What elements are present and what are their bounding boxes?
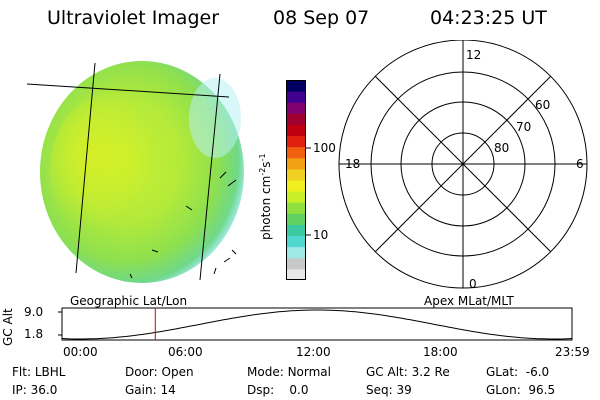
polar-label-6: 6 (576, 157, 584, 171)
colorbar-segment (286, 224, 306, 237)
polar-ring-label-70: 70 (516, 120, 531, 134)
colorbar-tick-10: 10 (313, 228, 329, 242)
status-seq: Seq: 39 (366, 383, 412, 397)
gc-plot-ymin: 1.8 (24, 327, 44, 341)
apex-label: Apex MLat/MLT (424, 294, 514, 308)
colorbar-segment (286, 180, 306, 192)
status-flt: Flt: LBHL (12, 365, 66, 379)
colorbar-segment (286, 113, 306, 125)
colorbar-segment (286, 235, 306, 248)
time-label: 04:23:25 UT (430, 7, 547, 29)
gc-plot-frame (61, 307, 573, 341)
colorbar-segment (286, 213, 306, 225)
colorbar (286, 80, 306, 281)
gc-plot-ymax: 9.0 (24, 305, 44, 319)
colorbar-segment (286, 135, 306, 148)
colorbar-segment (286, 202, 306, 214)
geographic-label: Geographic Lat/Lon (70, 294, 188, 308)
status-door: Door: Open (125, 365, 194, 379)
status-gain: Gain: 14 (125, 383, 176, 397)
gc-alt-plot (58, 307, 573, 341)
status-glon: GLon: 96.5 (486, 383, 556, 397)
gc-time-4: 23:59 (555, 345, 590, 359)
gc-alt-curve (61, 309, 573, 340)
polar-label-0: 0 (469, 277, 477, 291)
colorbar-segment (286, 102, 306, 114)
status-dsp: Dsp: 0.0 (247, 383, 309, 397)
status-mode: Mode: Normal (247, 365, 331, 379)
gc-time-0: 00:00 (63, 345, 98, 359)
gc-time-1: 06:00 (168, 345, 203, 359)
polar-plot: 12 0 18 6 60 70 80 (338, 40, 588, 291)
geo-grid-lines (26, 62, 237, 281)
polar-label-12: 12 (466, 48, 481, 62)
gc-time-3: 18:00 (423, 345, 458, 359)
colorbar-segment (286, 146, 306, 159)
colorbar-tick-100: 100 (313, 141, 336, 155)
polar-ring-label-80: 80 (494, 141, 509, 155)
colorbar-segment (286, 246, 306, 259)
status-glat: GLat: -6.0 (486, 365, 550, 379)
colorbar-segment (286, 168, 306, 181)
gc-time-2: 12:00 (296, 345, 331, 359)
date-label: 08 Sep 07 (273, 7, 370, 29)
instrument-title: Ultraviolet Imager (47, 7, 220, 29)
colorbar-segment (286, 80, 306, 92)
colorbar-segment (286, 124, 306, 137)
colorbar-segment (286, 257, 306, 270)
colorbar-segment (286, 268, 306, 281)
colorbar-segment (286, 157, 306, 170)
polar-ring-label-60: 60 (535, 98, 550, 112)
status-ip: IP: 36.0 (12, 383, 58, 397)
colorbar-segment (286, 191, 306, 203)
colorbar-unit-label: photon cm-2s-1 (258, 153, 273, 240)
status-gcalt: GC Alt: 3.2 Re (366, 365, 450, 379)
polar-label-18: 18 (345, 157, 360, 171)
colorbar-segment (286, 91, 306, 103)
